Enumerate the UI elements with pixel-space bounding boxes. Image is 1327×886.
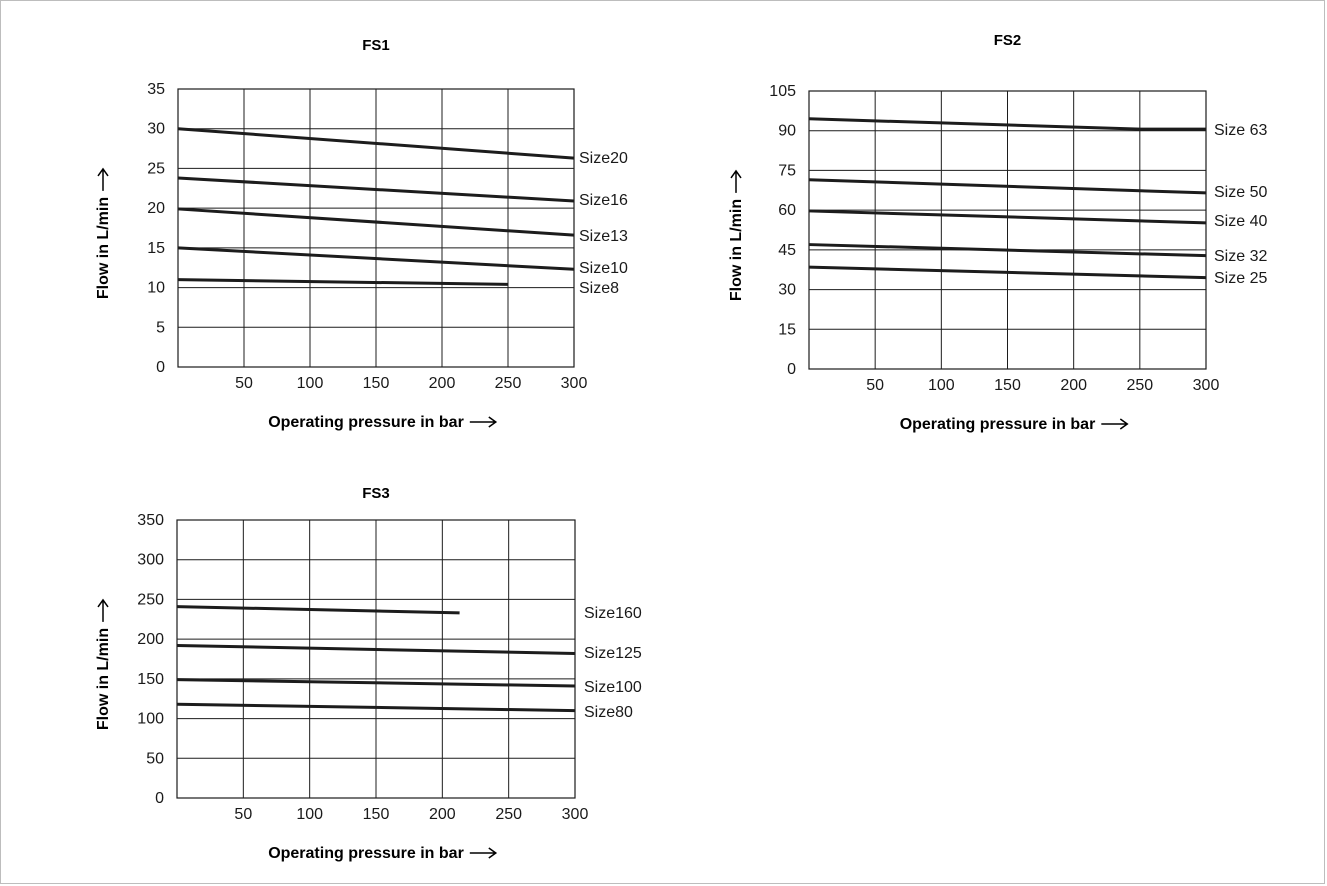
chart-1-y-axis-label-group: Flow in L/min: [95, 167, 112, 299]
chart-3-title: FS3: [362, 485, 390, 502]
chart-1-xtick-label: 200: [429, 375, 456, 392]
chart-1-ytick-label: 0: [156, 359, 165, 376]
chart-2-ytick-label: 15: [778, 321, 796, 338]
chart-1-ytick-label: 35: [147, 81, 165, 98]
chart-2-xtick-label: 250: [1126, 377, 1153, 394]
chart-2-series-line-2: [808, 178, 1207, 195]
chart-2-series-label-4: Size 32: [1214, 248, 1267, 265]
chart-3-xtick-label: 300: [562, 806, 589, 823]
chart-2-xtick-label: 150: [994, 377, 1021, 394]
chart-3-series-label-4: Size80: [584, 704, 633, 721]
chart-1-ytick-label: 30: [147, 121, 165, 138]
chart-2-ytick-label: 0: [787, 361, 796, 378]
chart-3-xtick-label: 50: [234, 806, 252, 823]
chart-2-ytick-label: 60: [778, 202, 796, 219]
chart-1-ytick-label: 5: [156, 319, 165, 336]
chart-2-title: FS2: [994, 32, 1022, 49]
chart-2-ytick-label: 105: [769, 83, 796, 100]
chart-1-y-axis-label: Flow in L/min: [95, 197, 112, 299]
chart-2-xtick-label: 100: [928, 377, 955, 394]
chart-3-ytick-label: 350: [137, 512, 164, 529]
chart-2-series-label-2: Size 50: [1214, 184, 1267, 201]
chart-1-series-label-1: Size20: [579, 150, 628, 167]
chart-2-x-axis-label: Operating pressure in bar: [900, 416, 1096, 433]
chart-1-ytick-label: 20: [147, 200, 165, 217]
chart-2-series-line-4: [808, 243, 1207, 258]
chart-1-series-label-5: Size8: [579, 280, 619, 297]
chart-1-ytick-label: 25: [147, 160, 165, 177]
chart-3-series-line-4: [176, 702, 576, 713]
chart-1-x-arrow-icon: [469, 416, 498, 428]
chart-3-y-arrow-icon: [97, 598, 109, 622]
chart-3-series-line-3: [176, 678, 576, 688]
chart-3-ytick-label: 200: [137, 631, 164, 648]
chart-1-ytick-label: 15: [147, 240, 165, 257]
chart-1-series-line-1: [177, 127, 575, 160]
chart-3-xtick-label: 100: [296, 806, 323, 823]
chart-3-series-line-1: [176, 605, 460, 615]
chart-3-series-label-2: Size125: [584, 645, 642, 662]
chart-1-series-line-4: [177, 246, 575, 271]
chart-3-series-line-2: [176, 643, 576, 655]
chart-1-title: FS1: [362, 37, 390, 54]
chart-1-series-line-2: [177, 176, 575, 203]
chart-1-series-label-3: Size13: [579, 228, 628, 245]
chart-1-series-line-3: [177, 207, 575, 237]
chart-1-series-line-5: [177, 278, 509, 286]
chart-2-y-axis-label-group: Flow in L/min: [728, 169, 745, 301]
chart-3-y-axis-label-group: Flow in L/min: [95, 598, 112, 730]
chart-3-ytick-label: 300: [137, 552, 164, 569]
chart-2-ytick-label: 90: [778, 123, 796, 140]
chart-3-ytick-label: 100: [137, 711, 164, 728]
chart-1-xtick-label: 250: [495, 375, 522, 392]
chart-3-xtick-label: 250: [495, 806, 522, 823]
chart-2-ytick-label: 30: [778, 282, 796, 299]
chart-3-x-arrow-icon: [469, 847, 498, 859]
chart-1-xtick-label: 100: [297, 375, 324, 392]
chart-1-xtick-label: 300: [561, 375, 588, 392]
chart-3-xtick-label: 200: [429, 806, 456, 823]
chart-2-y-axis-label: Flow in L/min: [728, 199, 745, 301]
chart-2-ytick-label: 45: [778, 242, 796, 259]
chart-3-ytick-label: 50: [146, 750, 164, 767]
chart-3-ytick-label: 0: [155, 790, 164, 807]
chart-3-x-axis-label: Operating pressure in bar: [268, 845, 464, 862]
chart-1-xtick-label: 150: [363, 375, 390, 392]
chart-2-series-label-1: Size 63: [1214, 122, 1267, 139]
chart-2-xtick-label: 200: [1060, 377, 1087, 394]
chart-1-xtick-label: 50: [235, 375, 253, 392]
chart-2-series-line-5: [808, 265, 1207, 280]
chart-3-xtick-label: 150: [363, 806, 390, 823]
chart-1-series-label-4: Size10: [579, 260, 628, 277]
chart-3-y-axis-label: Flow in L/min: [95, 628, 112, 730]
chart-1-ytick-label: 10: [147, 280, 165, 297]
chart-2-plot-frame: [808, 90, 1207, 370]
chart-1-plot-frame: [177, 88, 575, 368]
chart-3-ytick-label: 250: [137, 591, 164, 608]
chart-2-series-label-5: Size 25: [1214, 270, 1267, 287]
chart-2-x-arrow-icon: [1101, 418, 1129, 430]
chart-2-xtick-label: 300: [1193, 377, 1220, 394]
chart-2-xtick-label: 50: [866, 377, 884, 394]
chart-1-x-axis-label: Operating pressure in bar: [268, 414, 464, 431]
chart-2-series-line-1: [808, 117, 1206, 131]
chart-3-series-label-1: Size160: [584, 605, 642, 622]
chart-1-series-label-2: Size16: [579, 192, 628, 209]
chart-3-ytick-label: 150: [137, 671, 164, 688]
chart-3-plot-frame: [176, 519, 576, 799]
chart-2-ytick-label: 75: [778, 162, 796, 179]
chart-3-series-label-3: Size100: [584, 679, 642, 696]
chart-2-y-arrow-icon: [730, 169, 742, 193]
chart-2-series-label-3: Size 40: [1214, 213, 1267, 230]
chart-1-y-arrow-icon: [97, 167, 109, 191]
chart-2-series-line-3: [808, 209, 1207, 225]
